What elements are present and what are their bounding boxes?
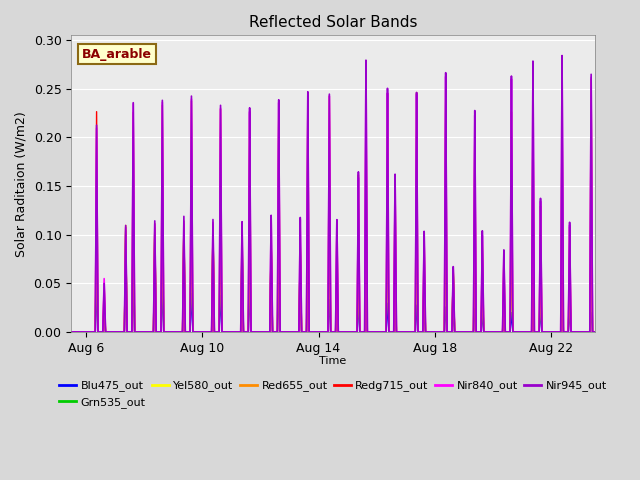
Line: Grn535_out: Grn535_out — [71, 215, 595, 332]
Nir945_out — [396, 329, 403, 335]
Title: Reflected Solar Bands: Reflected Solar Bands — [249, 15, 417, 30]
Red655_out — [396, 329, 403, 335]
Nir945_out — [67, 329, 75, 335]
Nir840_out — [207, 329, 215, 335]
Red655_out — [582, 329, 590, 335]
Nir840_out — [481, 329, 488, 335]
Yel580_out — [388, 329, 396, 335]
Redg715_out — [97, 329, 105, 335]
Nir945_out — [591, 329, 599, 335]
Grn535_out — [207, 329, 215, 335]
Blu475_out — [481, 329, 488, 335]
Grn535_out — [67, 329, 75, 335]
Blu475_out — [207, 329, 215, 335]
Redg715_out — [67, 329, 75, 335]
Text: BA_arable: BA_arable — [82, 48, 152, 60]
Grn535_out — [388, 329, 396, 335]
Grn535_out — [591, 329, 599, 335]
Blu475_out — [582, 329, 590, 335]
Redg715_out — [588, 76, 595, 82]
Nir840_out — [558, 56, 566, 61]
Blu475_out — [97, 329, 105, 335]
Nir840_out — [97, 329, 105, 335]
Red655_out — [481, 329, 488, 335]
Y-axis label: Solar Raditaion (W/m2): Solar Raditaion (W/m2) — [15, 111, 28, 256]
Yel580_out — [481, 329, 488, 335]
Yel580_out — [97, 329, 105, 335]
Line: Nir945_out: Nir945_out — [71, 56, 595, 332]
Nir945_out — [558, 53, 566, 59]
Redg715_out — [396, 329, 403, 335]
Line: Blu475_out: Blu475_out — [71, 289, 595, 332]
Red655_out — [97, 329, 105, 335]
Red655_out — [67, 329, 75, 335]
Nir840_out — [388, 329, 396, 335]
Grn535_out — [188, 212, 195, 217]
Nir945_out — [207, 329, 215, 335]
Grn535_out — [396, 329, 403, 335]
Line: Redg715_out: Redg715_out — [71, 79, 595, 332]
Blu475_out — [122, 287, 129, 292]
Red655_out — [207, 329, 215, 335]
Nir945_out — [97, 329, 105, 335]
Line: Red655_out: Red655_out — [71, 212, 595, 332]
Red655_out — [188, 209, 195, 215]
Nir840_out — [591, 329, 599, 335]
Redg715_out — [388, 329, 396, 335]
Legend: Blu475_out, Grn535_out, Yel580_out, Red655_out, Redg715_out, Nir840_out, Nir945_: Blu475_out, Grn535_out, Yel580_out, Red6… — [55, 376, 611, 412]
Nir840_out — [67, 329, 75, 335]
Line: Yel580_out: Yel580_out — [71, 212, 595, 332]
Nir840_out — [396, 329, 403, 335]
Line: Nir840_out: Nir840_out — [71, 59, 595, 332]
Nir945_out — [481, 329, 488, 335]
Redg715_out — [207, 329, 215, 335]
Grn535_out — [97, 329, 105, 335]
Nir945_out — [388, 329, 396, 335]
Blu475_out — [67, 329, 75, 335]
Red655_out — [591, 329, 599, 335]
Grn535_out — [582, 329, 590, 335]
Grn535_out — [481, 329, 488, 335]
Blu475_out — [396, 329, 403, 335]
Yel580_out — [591, 329, 599, 335]
Redg715_out — [481, 329, 488, 335]
Blu475_out — [591, 329, 599, 335]
Yel580_out — [67, 329, 75, 335]
Yel580_out — [582, 329, 590, 335]
X-axis label: Time: Time — [319, 356, 347, 366]
Blu475_out — [388, 329, 396, 335]
Redg715_out — [591, 329, 599, 335]
Redg715_out — [582, 329, 590, 335]
Nir840_out — [582, 329, 590, 335]
Yel580_out — [396, 329, 403, 335]
Yel580_out — [188, 209, 195, 215]
Nir945_out — [582, 329, 590, 335]
Yel580_out — [207, 329, 215, 335]
Red655_out — [388, 329, 396, 335]
